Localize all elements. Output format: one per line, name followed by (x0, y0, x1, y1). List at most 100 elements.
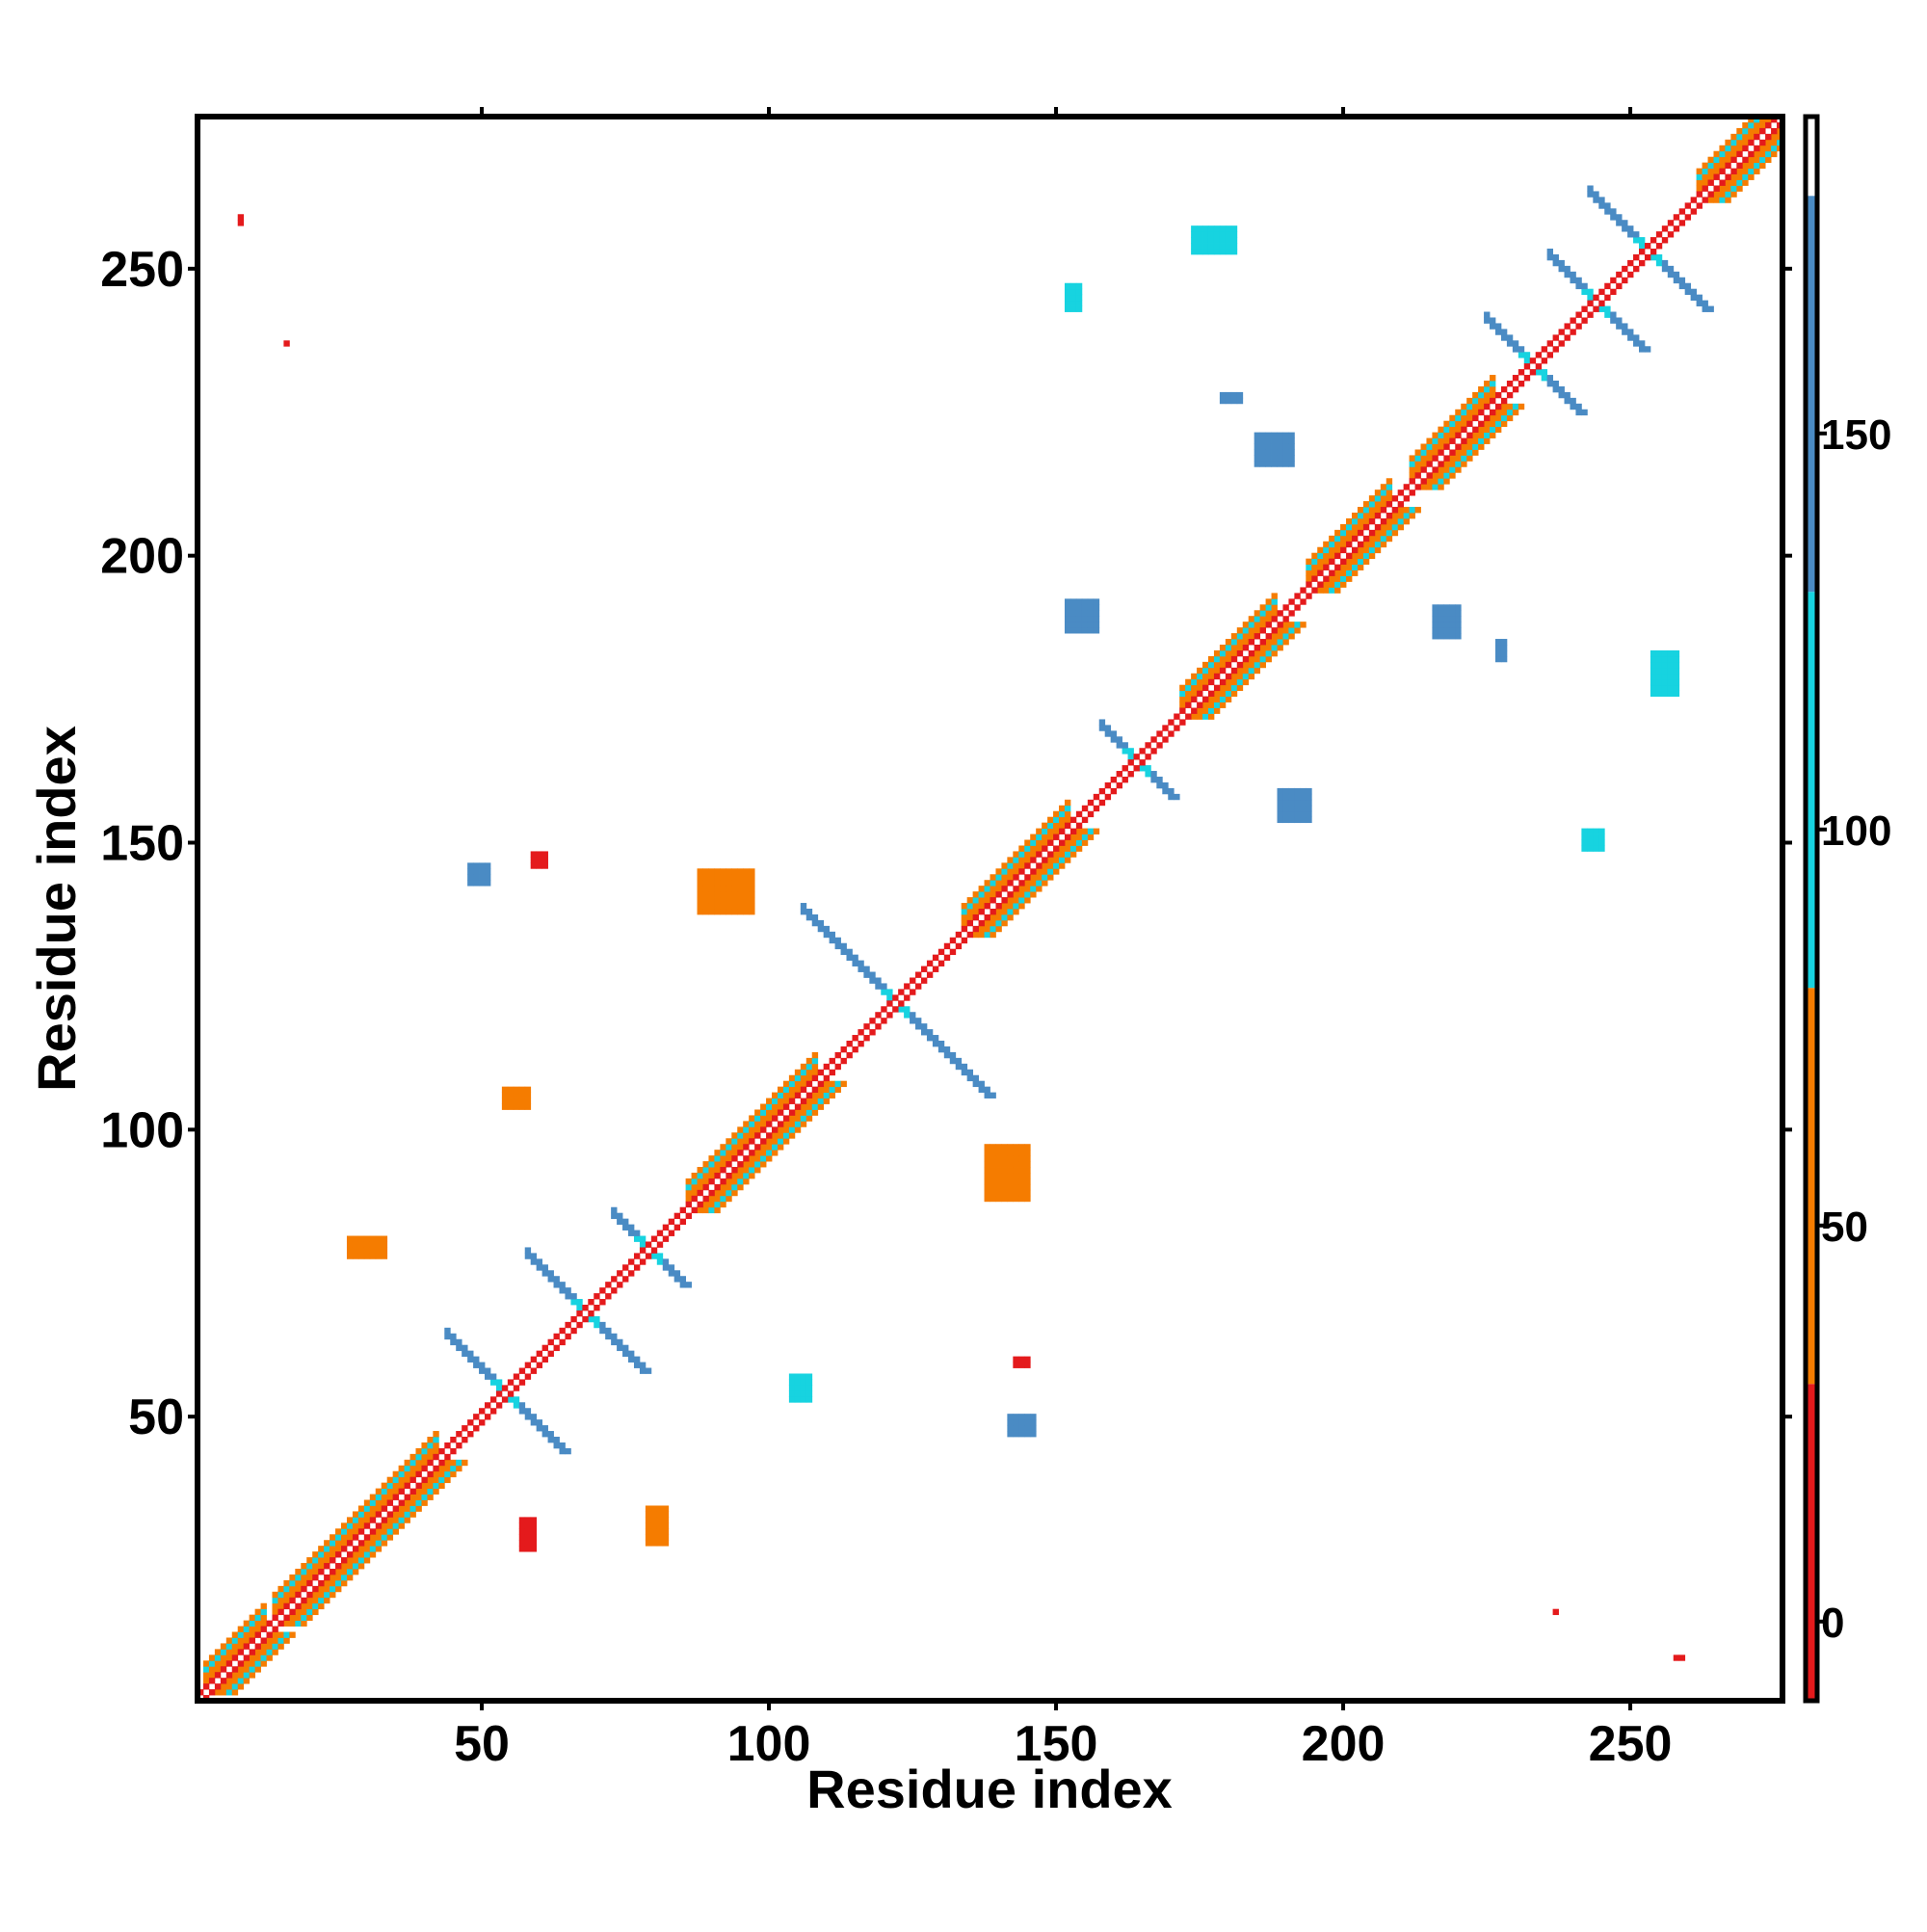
heatmap-cell (1633, 334, 1640, 341)
heatmap-cell (312, 1591, 319, 1599)
heatmap-cell (530, 1540, 538, 1547)
heatmap-cell (346, 1247, 354, 1254)
heatmap-cell (1490, 409, 1496, 416)
heatmap-cell (479, 880, 486, 887)
heatmap-cell (805, 1390, 813, 1397)
heatmap-cell (1282, 627, 1289, 634)
heatmap-cell (966, 919, 974, 927)
heatmap-cell (301, 1608, 307, 1616)
heatmap-cell (277, 1585, 284, 1593)
heatmap-cell (1684, 288, 1692, 296)
heatmap-cell (1168, 793, 1175, 801)
heatmap-cell (1007, 1419, 1014, 1426)
heatmap-cell (1036, 880, 1043, 887)
heatmap-cell (995, 903, 1002, 910)
heatmap-cell (749, 1132, 755, 1139)
heatmap-cell (231, 1637, 239, 1644)
heatmap-cell (398, 1482, 405, 1490)
heatmap-cell (1765, 150, 1772, 158)
heatmap-cell (1346, 523, 1353, 531)
heatmap-cell (357, 1253, 365, 1259)
heatmap-cell (800, 1396, 807, 1403)
heatmap-cell (398, 1505, 405, 1512)
heatmap-cell (306, 1614, 313, 1622)
heatmap-cell (1007, 857, 1014, 863)
heatmap-cell (1069, 604, 1077, 611)
heatmap-cell (1368, 546, 1376, 554)
heatmap-cell (1420, 443, 1427, 450)
heatmap-cell (1207, 225, 1215, 232)
heatmap-cell (1730, 179, 1737, 186)
heatmap-cell (823, 1080, 831, 1088)
heatmap-cell (1678, 220, 1686, 226)
heatmap-cell (995, 880, 1002, 887)
heatmap-cell (1197, 225, 1203, 232)
heatmap-cell (1042, 839, 1048, 846)
heatmap-cell (1093, 604, 1100, 611)
heatmap-cell (1500, 655, 1508, 663)
heatmap-cell (1254, 449, 1261, 456)
heatmap-cell (1351, 546, 1359, 554)
heatmap-cell (306, 1597, 313, 1604)
heatmap-cell (1277, 622, 1283, 628)
heatmap-cell (582, 1305, 589, 1311)
heatmap-cell (433, 1482, 439, 1490)
heatmap-cell (1351, 523, 1359, 531)
heatmap-cell (404, 1482, 410, 1490)
heatmap-cell (737, 1167, 744, 1174)
heatmap-cell (1759, 139, 1766, 146)
heatmap-cell (697, 1173, 703, 1179)
heatmap-cell (794, 1126, 802, 1133)
heatmap-cell (714, 1201, 721, 1208)
heatmap-cell (1472, 437, 1479, 444)
heatmap-cell (1742, 133, 1749, 141)
heatmap-cell (1340, 546, 1347, 554)
heatmap-cell (910, 989, 916, 995)
heatmap-cell (749, 903, 755, 910)
heatmap-cell (1633, 340, 1640, 347)
heatmap-cell (1500, 645, 1508, 651)
heatmap-cell (335, 1534, 342, 1541)
heatmap-cell (1329, 546, 1335, 554)
heatmap-cell (937, 948, 945, 956)
heatmap-cell (995, 1161, 1002, 1168)
heatmap-cell (1007, 1425, 1014, 1432)
heatmap-cell (754, 1167, 761, 1174)
heatmap-cell (995, 1195, 1002, 1203)
heatmap-cell (433, 1470, 439, 1478)
heatmap-cell (541, 1264, 548, 1271)
heatmap-cell (1265, 598, 1272, 605)
heatmap-cell (910, 977, 916, 984)
heatmap-cell (1661, 225, 1669, 232)
heatmap-cell (737, 1173, 744, 1179)
heatmap-cell (863, 1035, 870, 1042)
heatmap-cell (639, 1367, 647, 1374)
heatmap-cell (875, 983, 882, 990)
heatmap-cell (1748, 162, 1755, 170)
heatmap-cell (749, 1150, 755, 1156)
heatmap-cell (312, 1597, 319, 1604)
colorbar-band (1806, 1384, 1817, 1701)
heatmap-cell (404, 1511, 410, 1518)
heatmap-cell (673, 1270, 681, 1277)
heatmap-cell (1748, 173, 1755, 180)
heatmap-cell (995, 1178, 1002, 1185)
heatmap-cell (760, 1121, 767, 1127)
heatmap-cell (1013, 1425, 1019, 1432)
heatmap-cell (760, 1115, 767, 1122)
heatmap-cell (805, 1379, 813, 1386)
heatmap-cell (1403, 484, 1410, 490)
heatmap-cell (1317, 587, 1324, 594)
heatmap-cell (1248, 639, 1255, 646)
heatmap-cell (1202, 696, 1209, 702)
heatmap-cell (1036, 862, 1043, 869)
heatmap-cell (237, 214, 245, 221)
heatmap-cell (656, 1505, 664, 1512)
heatmap-cell (1661, 673, 1669, 680)
heatmap-cell (782, 1121, 790, 1127)
heatmap-cell (1713, 150, 1720, 158)
heatmap-cell (507, 1396, 515, 1403)
heatmap-cell (1042, 857, 1048, 863)
heatmap-cell (1018, 845, 1025, 852)
heatmap-cell (720, 1189, 726, 1197)
